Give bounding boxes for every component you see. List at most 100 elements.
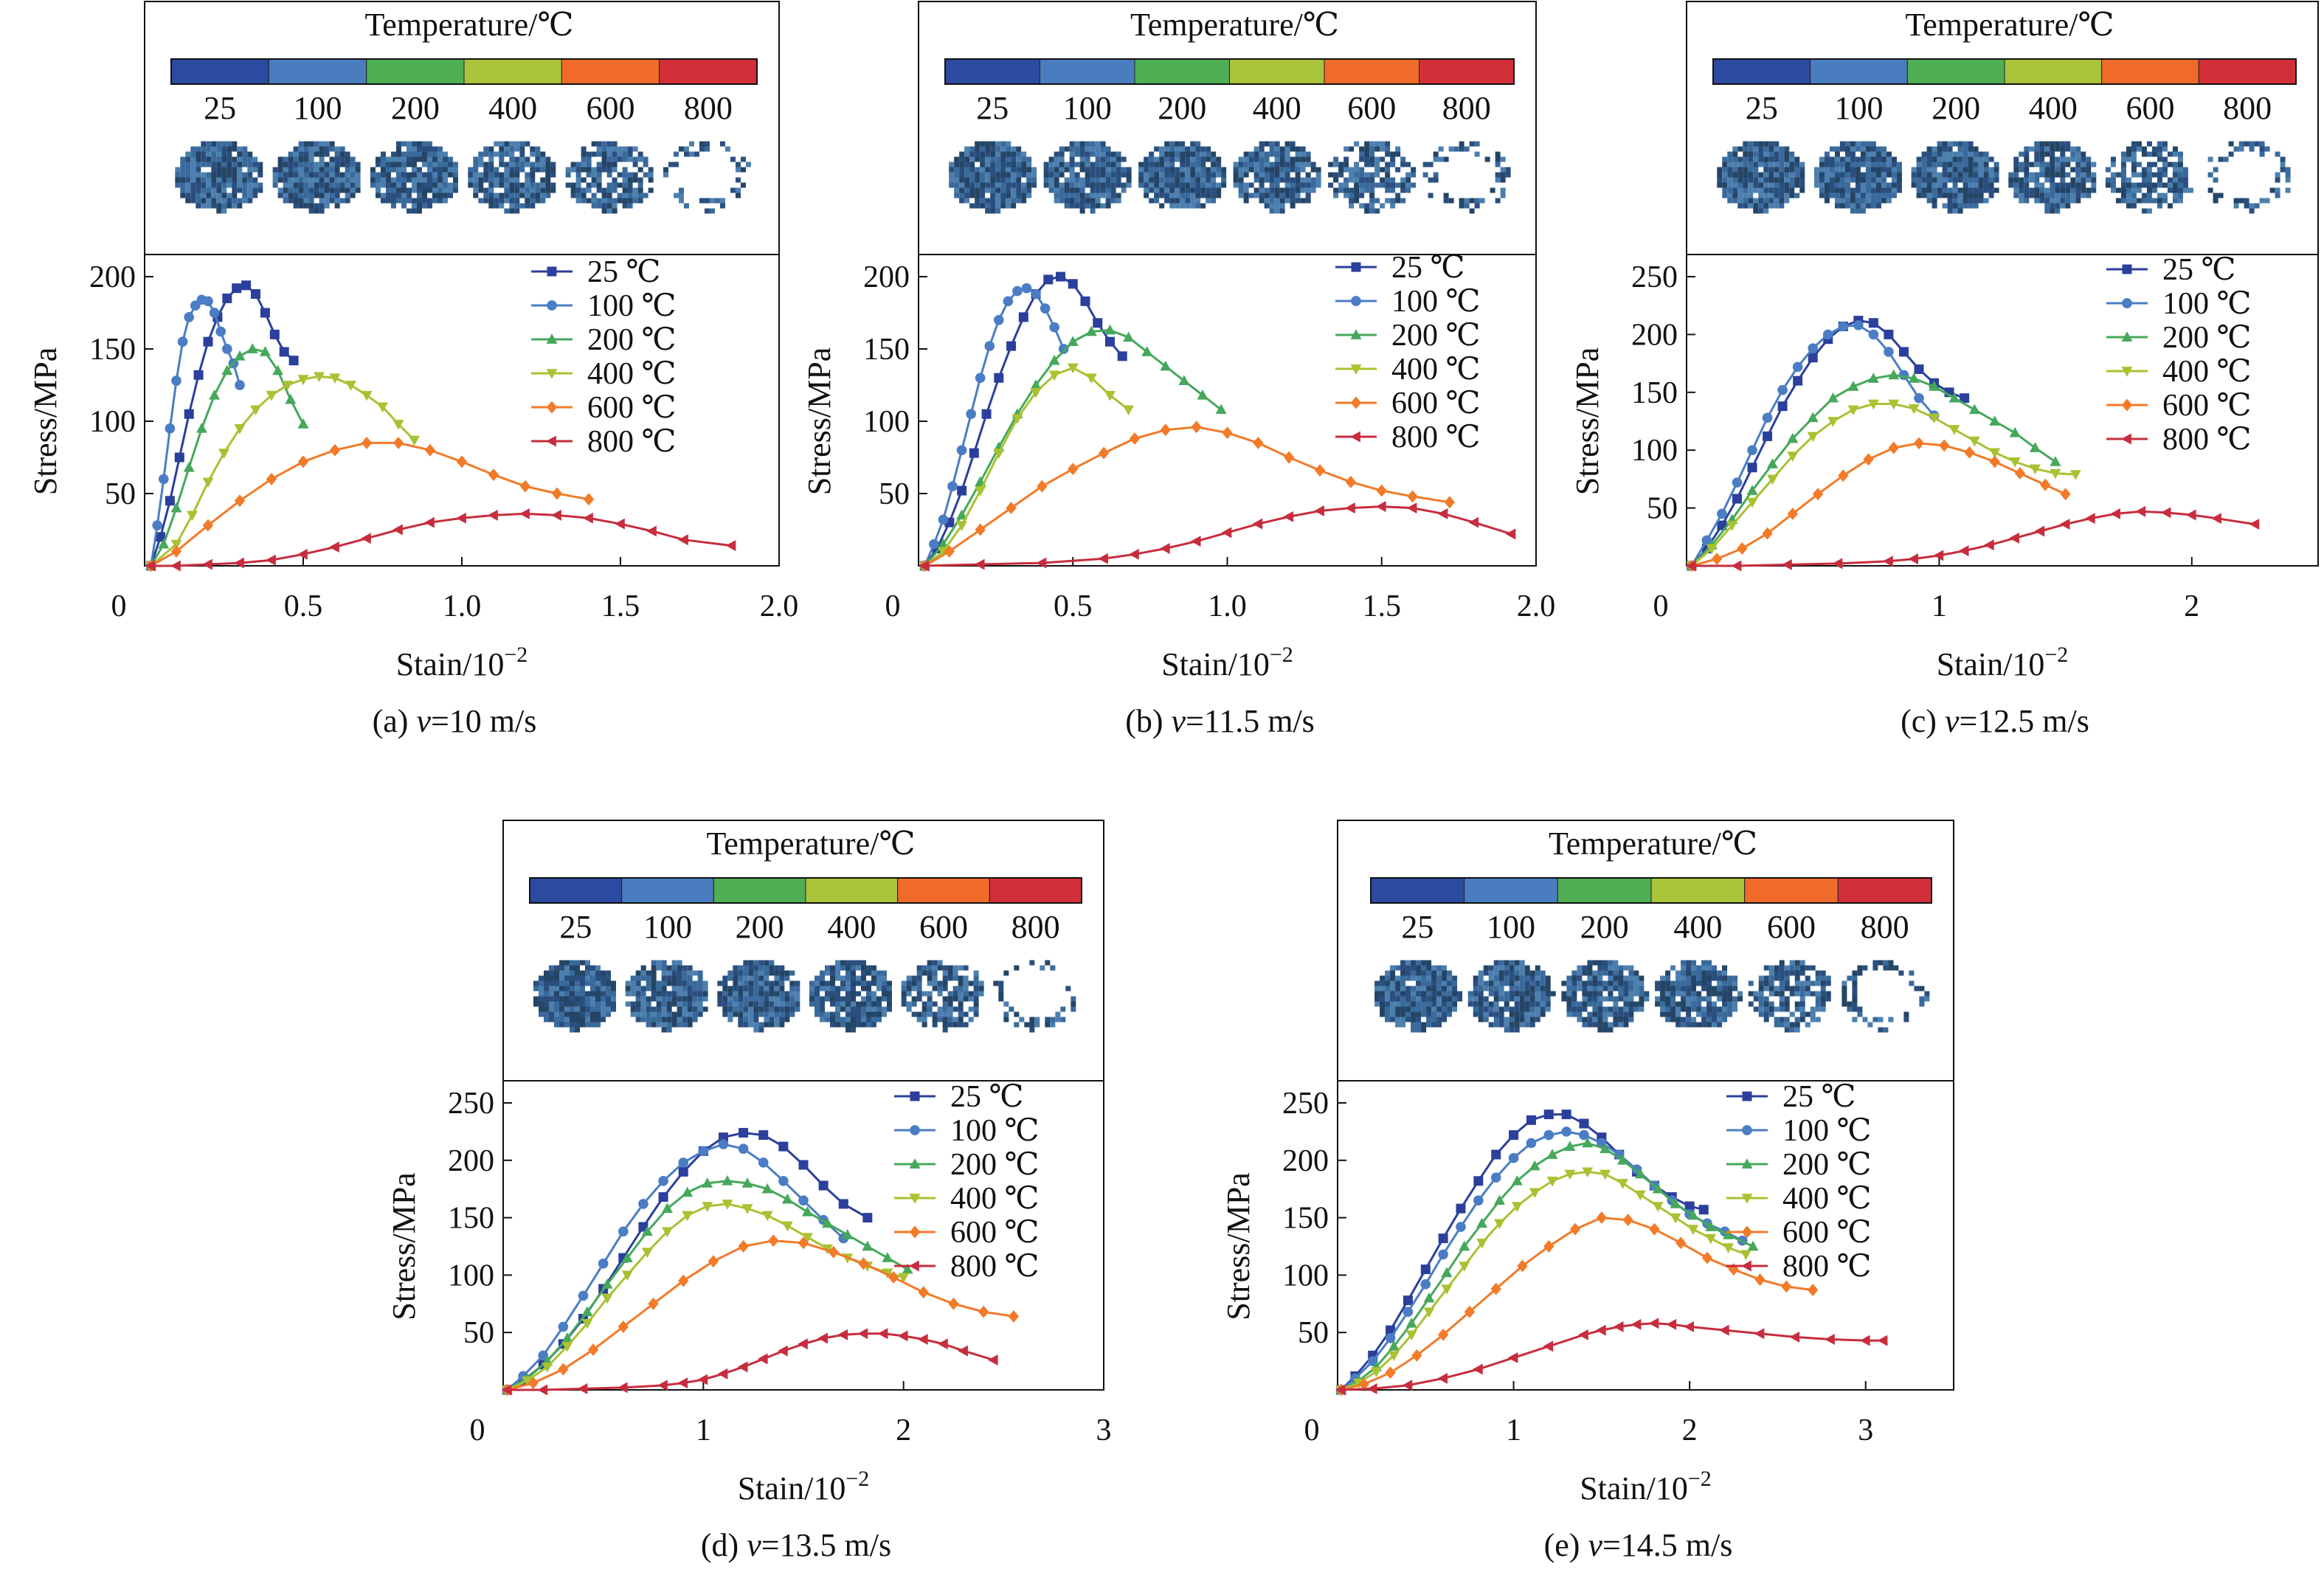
specimen-image [1841,960,1930,1033]
colorbar-segment-400 [463,58,562,85]
marker-triangle-down [1740,1250,1751,1261]
marker-circle [1438,1249,1448,1260]
colorbar-label-600: 600 [1347,90,1396,126]
marker-triangle-down [329,373,341,384]
marker-circle [1003,296,1014,307]
y-tick-label: 150 [1282,1202,1329,1236]
specimen-image [1138,141,1227,209]
specimen-image [1911,141,1999,214]
marker-triangle-left [697,1374,708,1385]
caption-value: =13.5 m/s [761,1527,891,1563]
marker-triangle-left [1719,1324,1729,1336]
marker-triangle-down [1787,451,1799,462]
series-line [150,284,295,567]
y-tick-label: 50 [879,477,910,511]
marker-diamond [587,1343,599,1356]
marker-diamond [1191,421,1202,434]
marker-diamond [234,494,246,508]
marker-square [1747,463,1757,473]
marker-triangle-down [522,1376,533,1387]
marker-square [1018,312,1028,322]
marker-triangle-up [1929,381,1940,391]
marker-circle [1403,1307,1414,1318]
legend-label: 400 ℃ [950,1182,1039,1216]
marker-triangle-left [2085,513,2095,525]
legend-label: 25 ℃ [2162,253,2235,287]
marker-diamond [1754,1273,1766,1287]
marker-triangle-left [1468,516,1479,528]
marker-triangle-up [761,1183,773,1194]
marker-diamond [975,523,986,536]
x-axis-label-exponent: −2 [1270,643,1293,667]
marker-circle [165,423,176,434]
marker-triangle-up [641,1225,653,1236]
marker-circle [1717,508,1727,519]
marker-triangle-left [837,1329,848,1340]
panel-frame [1337,820,1954,1391]
marker-square [269,329,280,339]
marker-triangle-left [938,1338,948,1350]
marker-triangle-left [1402,1380,1413,1391]
y-tick-label: 200 [863,260,910,294]
marker-triangle-down [1948,425,1960,435]
colorbar-segment-600 [561,58,660,85]
marker-square [1473,1176,1484,1186]
colorbar-segment-200 [366,58,465,85]
y-axis-label: Stress/MPa [386,1172,422,1320]
marker-diamond [858,1257,869,1270]
temperature-title: Temperature/℃ [1549,826,1757,862]
specimen-image [2207,141,2291,214]
marker-diamond [1913,437,1925,450]
marker-triangle-up [1687,1209,1699,1220]
series-600C [145,436,595,572]
marker-square [1914,364,1924,374]
marker-triangle-left [1648,1318,1659,1329]
marker-triangle-down [662,1227,673,1238]
marker-diamond [1490,1282,1501,1295]
colorbar-segment-800 [2198,58,2297,85]
colorbar-label-400: 400 [2029,90,2078,126]
marker-circle [658,1175,668,1186]
marker-triangle-left [1437,508,1448,519]
marker-circle [578,1290,589,1301]
marker-diamond [1964,446,1975,459]
marker-circle [798,1195,809,1206]
x-tick-label: 1.5 [1363,589,1402,623]
marker-circle [975,373,986,384]
series-800C [919,501,1516,572]
axes: 50 100 150 200 250 0 1 2 Stress/MPa Stain/10−2 [1569,260,2199,682]
marker-diamond [361,436,373,449]
series-600C [1335,1211,1819,1397]
marker-triangle-left [1630,1318,1642,1330]
colorbar-frame [944,58,1515,85]
marker-triangle-left [1375,501,1386,513]
colorbar-segment-200 [713,877,806,904]
marker-triangle-down [909,1194,921,1204]
marker-triangle-up [1494,1194,1505,1205]
marker-triangle-up [1048,354,1060,365]
marker-triangle-down [1371,1367,1382,1377]
marker-diamond [1411,1349,1422,1362]
marker-triangle-up [662,1202,673,1214]
series-600C [502,1234,1020,1397]
marker-triangle-down [2030,464,2041,475]
marker-triangle-up [862,1240,874,1251]
colorbar-label-800: 800 [1011,909,1060,945]
marker-diamond [583,493,595,506]
marker-diamond [424,443,436,457]
marker-circle [947,481,958,492]
marker-triangle-left [1883,556,1893,567]
marker-triangle-up [1847,381,1859,391]
marker-triangle-left [1098,553,1108,564]
marker-diamond [1649,1222,1660,1236]
x-tick-label: 2 [896,1413,911,1447]
x-tick-label: 0.5 [284,589,323,623]
specimen-image [1748,960,1831,1033]
specimen-image [1717,141,1805,214]
marker-triangle-down [1723,1243,1735,1253]
colorbar-segment-25 [529,877,623,904]
legend-label: 800 ℃ [1782,1250,1871,1284]
marker-circle [598,1259,609,1269]
